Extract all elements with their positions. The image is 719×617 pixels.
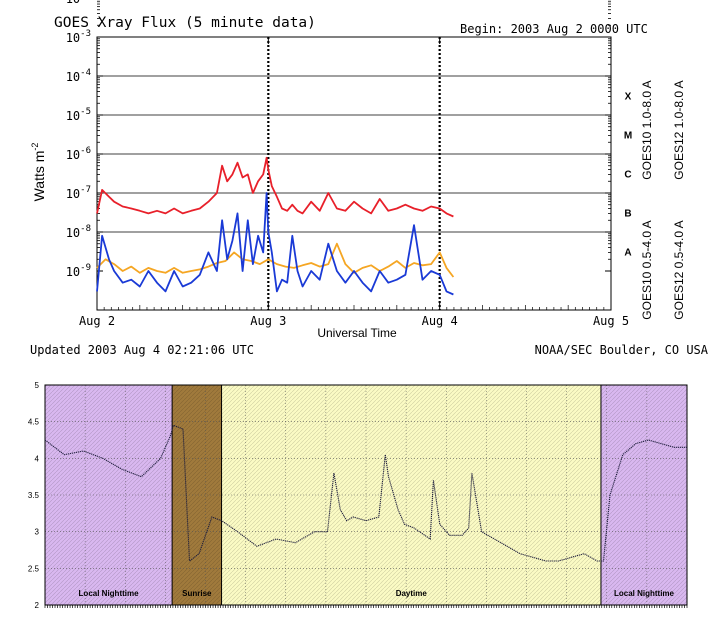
local-y-tick-label: 2.5 (28, 564, 40, 573)
goes-flare-class-label: A (624, 248, 631, 259)
goes-series-line (96, 192, 454, 296)
goes-flare-class-label: M (624, 131, 632, 142)
goes-updated-label: Updated 2003 Aug 4 02:21:06 UTC (30, 343, 254, 357)
goes-y-ticks: 10-9 10-8 10-7 10-6 10-5 10-4 10-3 10-2 (66, 0, 611, 279)
goes-flare-class-label: X (625, 92, 632, 103)
goes-y-tick-label: 10-9 (66, 263, 91, 279)
goes-flare-class-label: C (624, 170, 631, 181)
goes-y-tick-label: 10-5 (66, 107, 91, 123)
local-y-tick-label: 4.5 (28, 418, 40, 427)
local-y-tick-label: 5 (35, 381, 40, 390)
goes-series-line (96, 156, 454, 218)
goes-y-axis-label: Watts m-2 (30, 143, 47, 202)
goes-gridlines (97, 36, 611, 233)
goes-series (96, 156, 455, 296)
goes-y-tick-label: 10-4 (66, 68, 91, 84)
local-x-ticks (44, 605, 688, 608)
goes-x-tick-label: Aug 5 (593, 314, 629, 328)
local-region-label: Local Nighttime (614, 589, 675, 598)
local-region-hatch (172, 385, 222, 605)
local-region-label: Sunrise (182, 589, 212, 598)
goes-y-tick-label: 10-8 (66, 224, 91, 240)
goes-legend-entry: GOES10 1.0-8.0 A (640, 80, 654, 179)
local-region-label: Daytime (396, 589, 428, 598)
goes-plot-area (96, 36, 612, 311)
goes-x-tick-label: Aug 2 (79, 314, 115, 328)
goes-legend-entry: GOES12 1.0-8.0 A (672, 80, 686, 179)
goes-legend-entry: GOES10 0.5-4.0 A (640, 220, 654, 319)
goes-flare-class-label: B (624, 209, 631, 220)
goes-credit-label: NOAA/SEC Boulder, CO USA (535, 343, 709, 357)
local-y-tick-label: 3 (35, 528, 40, 537)
goes-x-tick-label: Aug 3 (250, 314, 286, 328)
local-region-labels: Local Nighttime Sunrise Daytime Local Night… (79, 589, 675, 598)
local-y-tick-label: 4 (35, 454, 40, 463)
goes-class-labels: A B C M X (624, 92, 632, 259)
goes-series-line (96, 242, 455, 278)
goes-x-tick-label: Aug 4 (422, 314, 458, 328)
goes-legend-entry: GOES12 0.5-4.0 A (672, 220, 686, 319)
local-region-hatch (600, 385, 687, 605)
goes-x-axis-label: Universal Time (317, 326, 397, 340)
goes-y-tick-label: 10-2 (66, 0, 91, 6)
goes-y-tick-label: 10-7 (66, 185, 91, 201)
local-y-tick-label: 3.5 (28, 491, 40, 500)
goes-legend: GOES10 1.0-8.0 A GOES12 1.0-8.0 A GOES10 0… (640, 80, 686, 319)
local-region-label: Local Nighttime (79, 589, 140, 598)
goes-title: GOES Xray Flux (5 minute data) (54, 15, 316, 31)
local-signal-chart: 5 4.5 4 3.5 3 2.5 2 Local Nighttime Sunrise Dayt… (28, 381, 688, 610)
goes-y-tick-label: 10-3 (66, 29, 91, 45)
goes-xray-chart: GOES Xray Flux (5 minute data) Begin: 20… (30, 0, 709, 357)
local-y-ticks: 5 4.5 4 3.5 3 2.5 2 (28, 381, 40, 610)
goes-begin-label: Begin: 2003 Aug 2 0000 UTC (460, 22, 648, 36)
goes-y-tick-label: 10-6 (66, 146, 91, 162)
local-y-tick-label: 2 (35, 601, 40, 610)
